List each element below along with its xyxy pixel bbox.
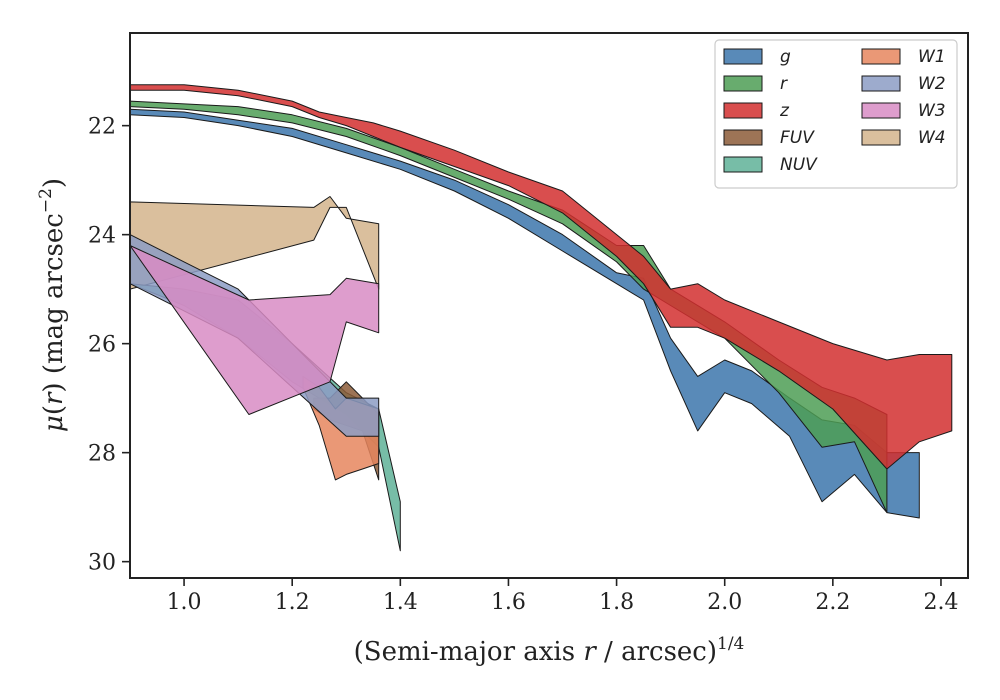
- x-tick-label: 1.6: [491, 590, 526, 615]
- legend-swatch-w4: [861, 129, 901, 146]
- x-tick-label: 1.8: [599, 590, 634, 615]
- legend-label-fuv: FUV: [780, 128, 815, 148]
- y-tick-label: 24: [88, 224, 116, 249]
- x-tick-label: 2.0: [707, 590, 742, 615]
- legend-label-g: g: [780, 47, 791, 67]
- legend-label-r: r: [780, 74, 788, 94]
- band-z: [129, 84, 953, 470]
- legend-label-z: z: [779, 101, 790, 121]
- y-tick-label: 22: [88, 115, 116, 140]
- legend-swatch-g: [723, 48, 763, 65]
- legend-label-w2: W2: [918, 74, 946, 94]
- x-tick-label: 1.2: [275, 590, 310, 615]
- legend-swatch-w3: [861, 102, 901, 119]
- x-axis-label: (Semi-major axis r / arcsec)1/4: [354, 634, 745, 667]
- legend-swatch-r: [723, 75, 763, 92]
- legend-items: grz FUV NUV W1 W2 W3 W4: [723, 47, 946, 175]
- band-g: [129, 108, 920, 519]
- x-tick-label: 2.2: [815, 590, 850, 615]
- legend-label-nuv: NUV: [780, 155, 818, 175]
- plot-frame: [129, 32, 969, 579]
- x-tick-label: 1.0: [167, 590, 202, 615]
- y-axis-label: μ(r) (mag arcsec−2): [36, 178, 69, 432]
- legend-swatch-w2: [861, 75, 901, 92]
- x-tick-label: 1.4: [383, 590, 418, 615]
- legend-swatch-fuv: [723, 129, 763, 146]
- x-tick-label: 2.4: [923, 590, 958, 615]
- y-tick-label: 26: [88, 333, 116, 358]
- legend-label-w3: W3: [918, 101, 946, 121]
- legend-swatch-nuv: [723, 156, 763, 173]
- y-tick-label: 30: [88, 551, 116, 576]
- legend-swatch-w1: [861, 48, 901, 65]
- y-axis: 22 24 26 28 30: [88, 115, 130, 576]
- bands-layer: [129, 84, 953, 552]
- legend: grz FUV NUV W1 W2 W3 W4: [714, 39, 958, 189]
- legend-label-w1: W1: [918, 47, 946, 67]
- y-tick-label: 28: [88, 442, 116, 467]
- legend-swatch-z: [723, 102, 763, 119]
- band-w3: [129, 245, 380, 415]
- legend-label-w4: W4: [918, 128, 946, 148]
- band-r: [129, 100, 888, 514]
- x-axis: 1.0 1.2 1.4 1.6 1.8 2.0 2.2 2.4: [167, 578, 958, 615]
